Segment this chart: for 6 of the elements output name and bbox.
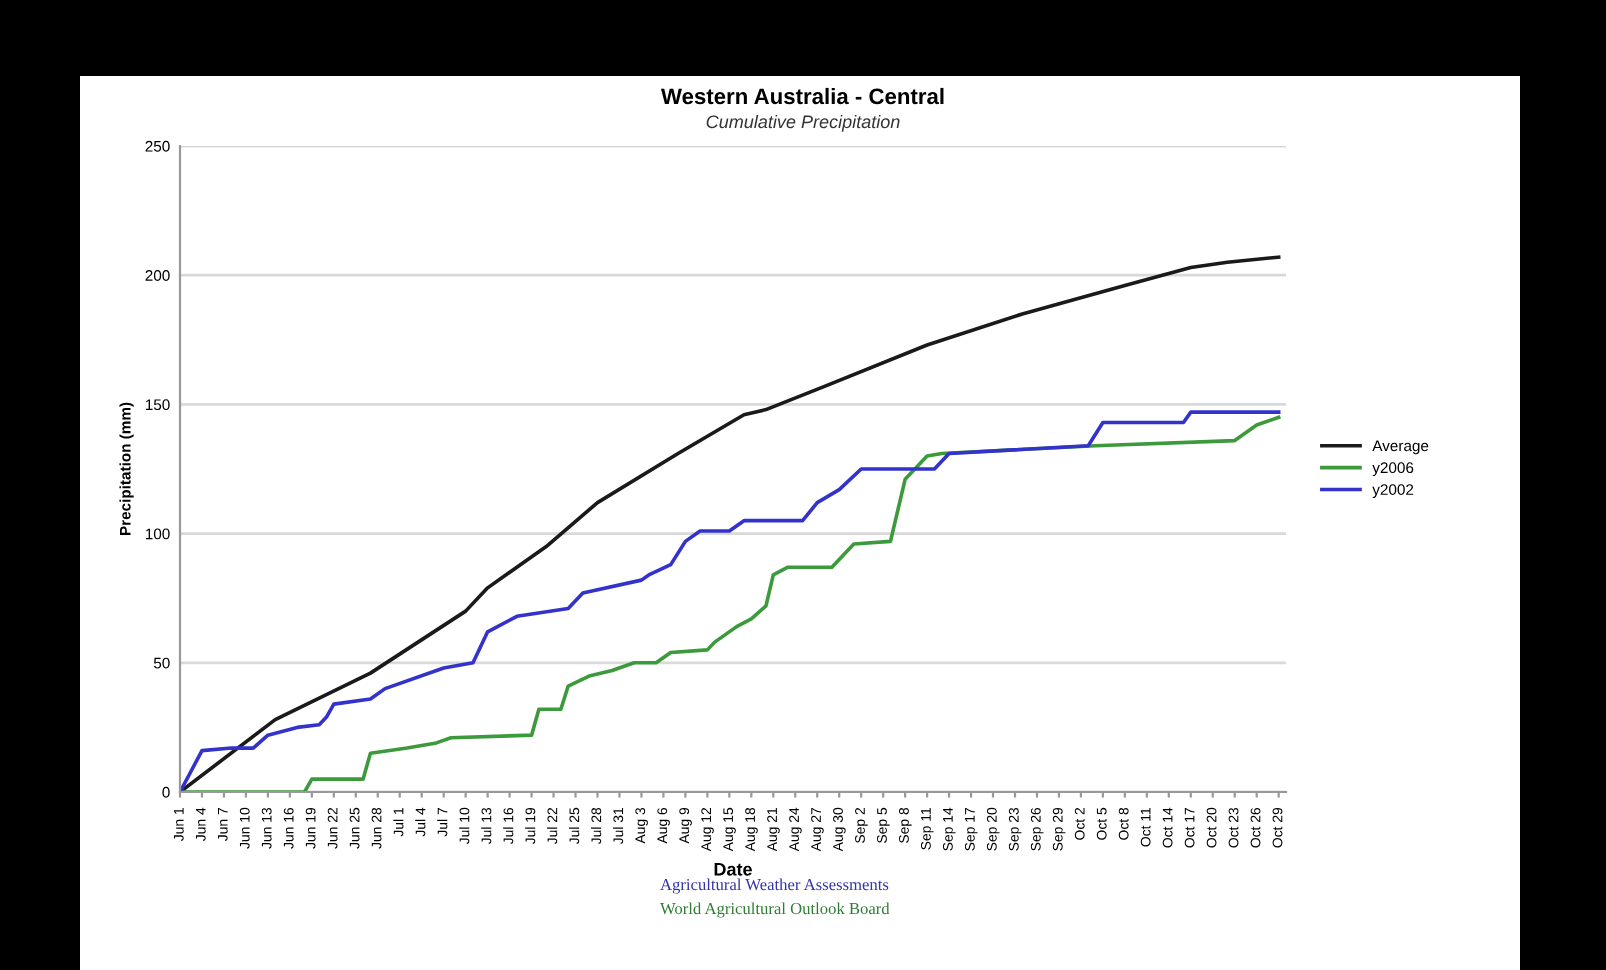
text: Agricultural Weather Assessments bbox=[660, 878, 889, 894]
x-axis-title: Date bbox=[714, 863, 752, 876]
chart-title: Western Australia - Central bbox=[661, 87, 944, 105]
line-series bbox=[180, 255, 1281, 792]
text: World Agricultural Outlook Board bbox=[660, 902, 890, 918]
chart-subtitle: Cumulative Precipitation bbox=[706, 114, 900, 132]
